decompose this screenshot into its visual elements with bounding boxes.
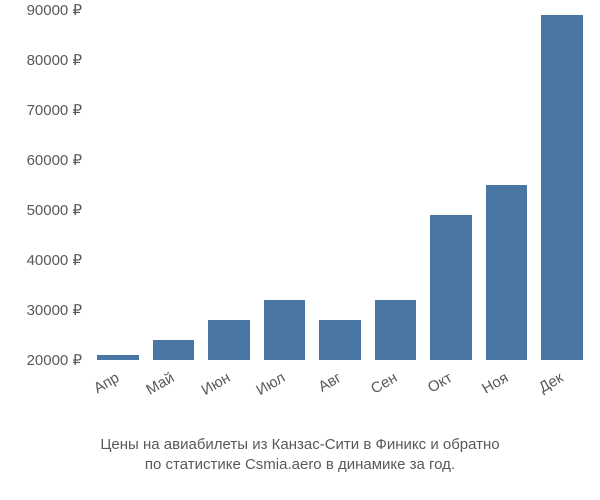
bar bbox=[153, 340, 195, 360]
bar bbox=[208, 320, 250, 360]
x-tick-label: Дек bbox=[536, 369, 566, 396]
bar bbox=[486, 185, 528, 360]
y-tick-label: 20000 ₽ bbox=[27, 351, 82, 369]
bar bbox=[430, 215, 472, 360]
y-tick-label: 80000 ₽ bbox=[27, 51, 82, 69]
price-bar-chart: 20000 ₽ 30000 ₽ 40000 ₽ 50000 ₽ 60000 ₽ 70000… bbox=[0, 0, 600, 500]
x-tick-label: Окт bbox=[425, 369, 455, 396]
chart-caption: Цены на авиабилеты из Канзас-Сити в Фини… bbox=[0, 435, 600, 476]
caption-line-1: Цены на авиабилеты из Канзас-Сити в Фини… bbox=[0, 435, 600, 455]
x-tick-label: Сен bbox=[368, 369, 400, 397]
y-tick-label: 90000 ₽ bbox=[27, 1, 82, 19]
y-tick-label: 70000 ₽ bbox=[27, 101, 82, 119]
bar bbox=[319, 320, 361, 360]
y-tick-label: 40000 ₽ bbox=[27, 251, 82, 269]
bar bbox=[97, 355, 139, 360]
y-tick-label: 50000 ₽ bbox=[27, 201, 82, 219]
y-axis-ticks: 20000 ₽30000 ₽40000 ₽50000 ₽60000 ₽70000… bbox=[0, 10, 90, 360]
x-tick-label: Май bbox=[144, 369, 178, 398]
y-tick-label: 30000 ₽ bbox=[27, 301, 82, 319]
x-tick-label: Апр bbox=[91, 369, 122, 397]
x-axis-labels: Апр Май Июн Июл Авг Сен Окт Ноя Дек bbox=[90, 368, 590, 428]
bar bbox=[264, 300, 306, 360]
bar bbox=[375, 300, 417, 360]
bar bbox=[541, 15, 583, 360]
x-tick-label: Ноя bbox=[479, 369, 511, 397]
x-tick-label: Июл bbox=[254, 369, 289, 399]
x-tick-label: Июн bbox=[198, 369, 233, 399]
caption-line-2: по статистике Csmia.aero в динамике за г… bbox=[0, 455, 600, 475]
x-tick-label: Авг bbox=[315, 369, 344, 395]
y-tick-label: 60000 ₽ bbox=[27, 151, 82, 169]
bars-container bbox=[90, 10, 590, 360]
plot-area bbox=[90, 10, 590, 360]
